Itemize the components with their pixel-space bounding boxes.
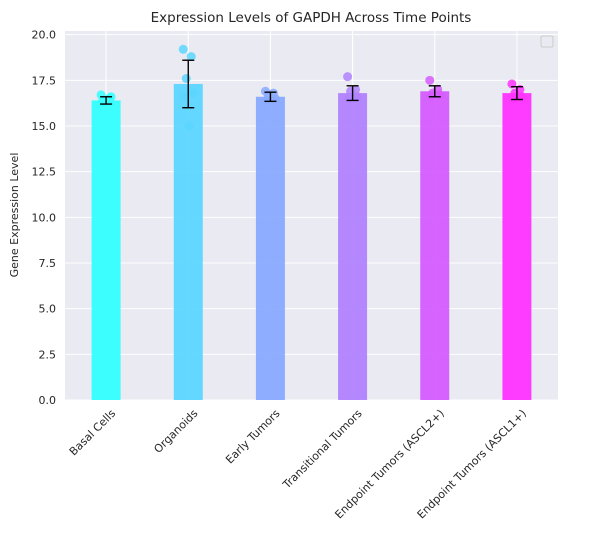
- x-tick-label: Basal Cells: [67, 407, 119, 459]
- bar: [420, 91, 449, 400]
- bar: [502, 93, 531, 400]
- y-axis-label: Gene Expression Level: [8, 153, 21, 278]
- data-point: [425, 76, 434, 85]
- data-point: [508, 94, 517, 103]
- data-point: [182, 74, 191, 83]
- legend-box: [541, 36, 553, 47]
- x-tick-label: Organoids: [151, 407, 200, 456]
- bar: [92, 100, 121, 400]
- x-tick-label: Transitional Tumors: [280, 407, 365, 492]
- y-tick-label: 17.5: [32, 74, 57, 87]
- bar: [256, 97, 285, 400]
- y-tick-label: 15.0: [32, 120, 57, 133]
- data-point: [435, 90, 444, 99]
- data-point: [179, 45, 188, 54]
- bar: [174, 84, 203, 400]
- x-tick-labels: Basal Cells Organoids Early TumorsTransiti…: [67, 407, 529, 522]
- data-point: [189, 89, 198, 98]
- y-tick-labels: 0.0 2.5 5.0 7.5 10.0 12.5 15.0 17.5 20.0: [32, 29, 57, 407]
- plot-area: [65, 31, 558, 400]
- data-point: [98, 98, 107, 107]
- y-tick-label: 7.5: [39, 257, 57, 270]
- data-point: [344, 94, 353, 103]
- y-tick-label: 5.0: [39, 303, 57, 316]
- x-tick-label: Early Tumors: [223, 407, 283, 467]
- y-tick-label: 2.5: [39, 348, 57, 361]
- data-point: [185, 121, 194, 130]
- y-tick-label: 20.0: [32, 29, 57, 42]
- data-point: [180, 92, 189, 101]
- chart-title: Expression Levels of GAPDH Across Time P…: [151, 10, 472, 26]
- y-tick-label: 12.5: [32, 166, 57, 179]
- y-tick-label: 10.0: [32, 211, 57, 224]
- data-point: [262, 96, 271, 105]
- y-tick-label: 0.0: [39, 394, 57, 407]
- data-point: [343, 72, 352, 81]
- bar: [338, 93, 367, 400]
